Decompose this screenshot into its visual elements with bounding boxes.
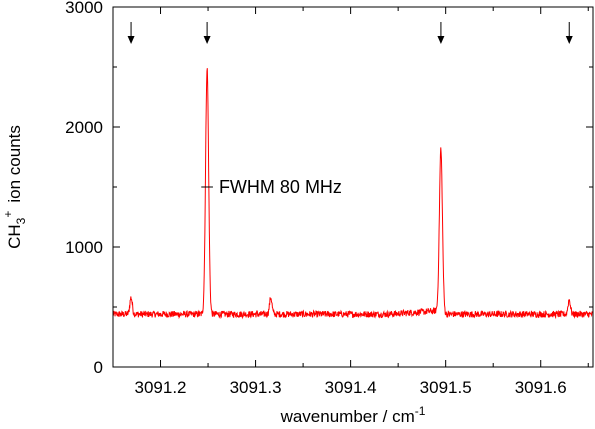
x-tick-label: 3091.2 — [135, 378, 187, 397]
peak-arrow-marker-head — [203, 36, 211, 44]
fwhm-annotation: FWHM 80 MHz — [219, 177, 342, 197]
peak-arrow-marker-head — [127, 36, 135, 44]
y-tick-label: 3000 — [65, 0, 103, 17]
y-axis-label-rest: ion counts — [5, 125, 24, 203]
x-tick-label: 3091.3 — [230, 378, 282, 397]
plot-frame — [112, 6, 594, 368]
y-axis-label-superscript: + — [1, 211, 15, 218]
x-tick-label: 3091.4 — [325, 378, 377, 397]
x-tick-label: 3091.6 — [515, 378, 567, 397]
y-tick-label: 1000 — [65, 238, 103, 257]
y-tick-label: 0 — [94, 358, 103, 377]
y-axis-label: CH3+ion counts — [1, 125, 28, 249]
annotation-layer: FWHM 80 MHz — [201, 177, 342, 197]
spectrum-series-line — [112, 68, 594, 320]
plot-layer — [112, 68, 594, 320]
x-tick-label: 3091.5 — [420, 378, 472, 397]
arrow-layer — [127, 22, 573, 44]
ticks-layer: 3091.2 3091.3 3091.4 3091.5 3091.6 0 1000 2000 3… — [65, 0, 593, 397]
y-axis-label-subscript: 3 — [14, 217, 28, 224]
x-axis-label: wavenumber / cm-1 — [280, 404, 426, 426]
peak-arrow-marker-head — [437, 36, 445, 44]
y-tick-label: 2000 — [65, 118, 103, 137]
x-axis-label-superscript: -1 — [415, 404, 426, 418]
peak-arrow-marker-head — [565, 36, 573, 44]
